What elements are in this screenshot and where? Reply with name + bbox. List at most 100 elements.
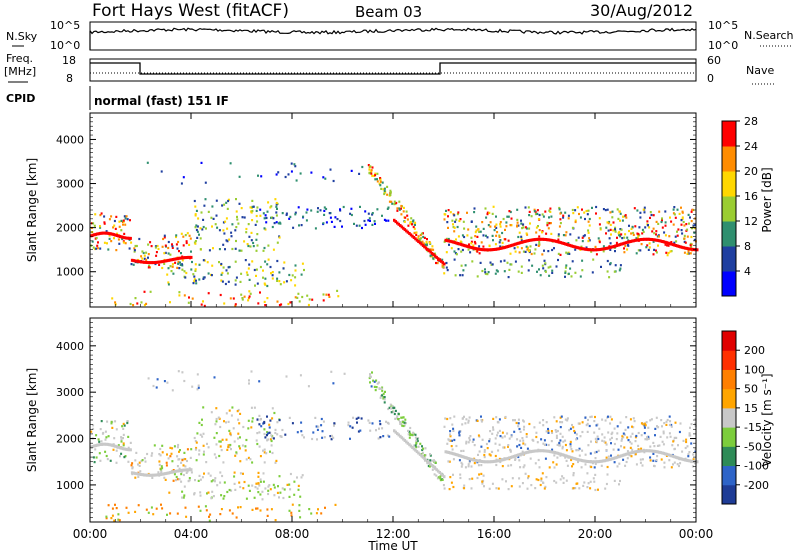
echo-cell — [454, 220, 457, 223]
echo-cell — [102, 231, 105, 235]
echo-cell — [620, 228, 623, 231]
echo-cell — [384, 390, 386, 393]
echo-cell — [327, 293, 330, 296]
echo-cell — [195, 279, 197, 282]
echo-cell — [219, 471, 222, 474]
echo-cell — [398, 207, 401, 210]
echo-cell — [501, 431, 504, 434]
echo-cell — [176, 446, 179, 449]
echo-cell — [248, 235, 251, 238]
echo-cell — [316, 210, 319, 213]
echo-cell — [586, 248, 590, 252]
echo-cell — [372, 379, 375, 382]
echo-cell — [545, 232, 548, 235]
echo-cell — [123, 215, 126, 218]
echo-cell — [520, 240, 523, 244]
echo-cell — [488, 248, 491, 252]
echo-cell — [367, 419, 370, 422]
echo-cell — [202, 300, 204, 303]
echo-cell — [188, 479, 191, 482]
echo-cell — [329, 435, 332, 438]
echo-cell — [552, 461, 555, 464]
echo-cell — [218, 454, 221, 458]
echo-cell — [231, 406, 234, 409]
echo-cell — [677, 444, 679, 447]
echo-cell — [409, 233, 413, 237]
echo-cell — [94, 213, 97, 216]
echo-cell — [673, 455, 676, 459]
echo-cell — [130, 258, 134, 262]
echo-cell — [522, 226, 525, 229]
echo-cell — [570, 448, 573, 451]
echo-cell — [431, 468, 434, 471]
echo-cell — [123, 447, 126, 451]
echo-cell — [236, 215, 238, 218]
echo-cell — [644, 226, 647, 229]
echo-cell — [588, 237, 591, 240]
echo-cell — [270, 216, 272, 219]
echo-cell — [679, 245, 682, 249]
echo-cell — [266, 297, 269, 300]
echo-cell — [204, 181, 207, 184]
echo-cell — [519, 466, 522, 469]
x-tick-label: 04:00 — [174, 527, 209, 541]
echo-cell — [180, 468, 184, 472]
echo-cell — [572, 472, 575, 475]
echo-cell — [180, 256, 184, 260]
echo-cell — [275, 173, 278, 176]
echo-cell — [133, 250, 136, 253]
echo-cell — [183, 379, 186, 383]
echo-cell — [202, 259, 205, 262]
echo-cell — [519, 439, 522, 442]
echo-cell — [535, 243, 538, 246]
echo-cell — [307, 303, 310, 307]
echo-cell — [522, 428, 525, 431]
echo-cell — [476, 235, 479, 238]
echo-cell — [599, 248, 602, 251]
echo-cell — [524, 226, 527, 229]
echo-cell — [550, 232, 553, 235]
echo-cell — [264, 487, 267, 490]
echo-cell — [433, 459, 435, 462]
echo-cell — [244, 445, 247, 448]
echo-cell — [191, 297, 194, 300]
echo-cell — [184, 506, 187, 509]
echo-cell — [550, 215, 553, 218]
echo-cell — [389, 189, 392, 192]
echo-cell — [231, 512, 234, 515]
echo-cell — [562, 214, 565, 217]
echo-cell — [117, 234, 120, 238]
echo-cell — [176, 247, 179, 250]
echo-cell — [259, 418, 262, 421]
echo-cell — [496, 270, 499, 273]
echo-cell — [323, 436, 326, 439]
echo-cell — [612, 456, 616, 460]
echo-cell — [576, 206, 579, 209]
echo-cell — [171, 243, 173, 246]
echo-cell — [525, 232, 528, 235]
echo-cell — [456, 242, 460, 245]
echo-cell — [197, 386, 200, 389]
echo-cell — [566, 417, 569, 420]
echo-cell — [675, 436, 678, 439]
echo-cell — [470, 236, 473, 239]
echo-cell — [132, 471, 135, 475]
echo-cell — [558, 225, 561, 228]
echo-cell — [472, 438, 475, 441]
echo-cell — [132, 263, 135, 266]
echo-cell — [555, 420, 558, 423]
echo-cell — [480, 419, 483, 422]
echo-cell — [559, 478, 562, 481]
echo-cell — [486, 273, 489, 276]
echo-cell — [618, 269, 621, 272]
echo-cell — [637, 431, 640, 435]
echo-cell — [661, 219, 663, 222]
echo-cell — [643, 426, 646, 429]
echo-cell — [261, 490, 264, 493]
echo-cell — [476, 250, 479, 253]
echo-cell — [117, 238, 120, 241]
echo-cell — [593, 466, 596, 469]
echo-cell — [426, 250, 429, 253]
echo-cell — [264, 304, 267, 307]
